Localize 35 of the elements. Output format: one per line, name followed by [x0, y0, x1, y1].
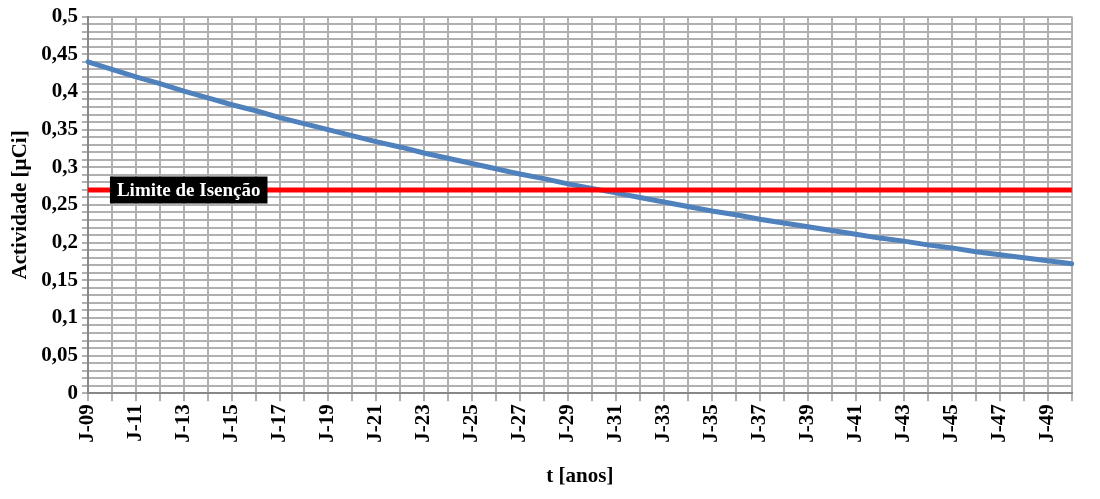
- y-tick-label: 0,05: [41, 342, 78, 367]
- x-tick-label: J-25: [458, 404, 483, 443]
- x-tick-label: J-21: [362, 404, 387, 443]
- x-tick-label: J-41: [842, 404, 867, 443]
- x-tick-label: J-17: [266, 404, 291, 443]
- x-tick-label: J-27: [506, 404, 531, 443]
- x-axis-title: t [anos]: [546, 462, 614, 487]
- y-axis-title: Actividade [µCi]: [7, 130, 32, 280]
- y-tick-label: 0: [67, 379, 78, 404]
- x-tick-label: J-45: [938, 404, 963, 443]
- x-tick-label: J-39: [794, 404, 819, 443]
- x-tick-label: J-43: [890, 404, 915, 443]
- x-tick-label: J-37: [746, 404, 771, 443]
- y-tick-label: 0,4: [51, 78, 79, 103]
- x-tick-label: J-11: [122, 404, 147, 442]
- y-tick-label: 0,1: [51, 304, 78, 329]
- x-tick-label: J-47: [986, 404, 1011, 443]
- y-tick-label: 0,35: [41, 116, 78, 141]
- x-tick-label: J-23: [410, 404, 435, 443]
- y-tick-label: 0,15: [41, 266, 78, 291]
- x-tick-label: J-29: [554, 404, 579, 443]
- x-tick-label: J-13: [170, 404, 195, 443]
- ref-line-label: Limite de Isenção: [116, 178, 261, 200]
- x-tick-label: J-09: [74, 404, 99, 443]
- x-tick-label: J-35: [698, 404, 723, 443]
- x-tick-label: J-19: [314, 404, 339, 443]
- x-tick-label: J-49: [1034, 404, 1059, 443]
- y-tick-label: 0,25: [41, 191, 78, 216]
- x-tick-label: J-33: [650, 404, 675, 443]
- y-tick-label: 0,3: [51, 153, 78, 178]
- y-tick-label: 0,5: [51, 3, 78, 28]
- x-tick-label: J-31: [602, 404, 627, 443]
- y-tick-label: 0,2: [51, 229, 78, 254]
- y-tick-label: 0,45: [41, 40, 78, 65]
- x-tick-label: J-15: [218, 404, 243, 443]
